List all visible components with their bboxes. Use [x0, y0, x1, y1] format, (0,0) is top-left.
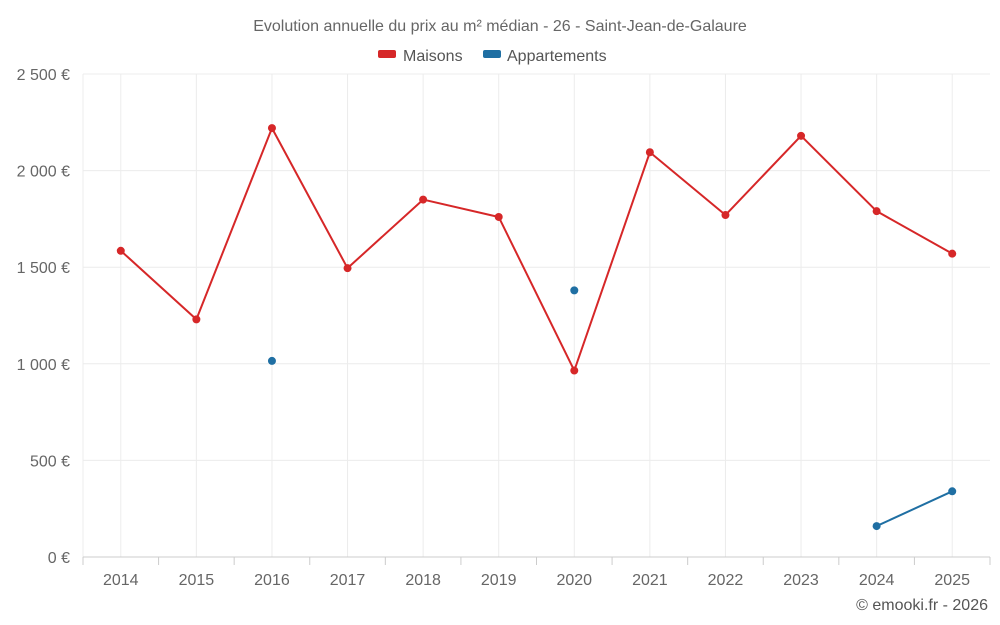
x-tick-label: 2016 [254, 572, 290, 589]
x-axis: 2014 2015 2016 2017 2018 2019 2020 2021 2022 2023… [82, 557, 991, 589]
data-point-maisons[interactable] [797, 131, 806, 140]
grid [82, 73, 990, 558]
chart-title: Evolution annuelle du prix au m² médian … [253, 18, 747, 35]
x-tick-label: 2023 [783, 572, 819, 589]
series-line-segment [875, 210, 954, 255]
legend-label: Maisons [403, 48, 463, 65]
y-tick-label: 0 € [48, 550, 70, 567]
series-line-segment [875, 490, 954, 528]
x-tick-label: 2020 [556, 572, 592, 589]
data-point-appartements[interactable] [267, 356, 276, 365]
series-appartements [267, 286, 957, 531]
x-tick-label: 2015 [179, 572, 215, 589]
x-tick-label: 2025 [934, 572, 970, 589]
x-tick-label: 2022 [708, 572, 744, 589]
y-tick-label: 500 € [30, 453, 70, 470]
x-tick-label: 2014 [103, 572, 139, 589]
y-tick-label: 1 000 € [17, 357, 70, 374]
data-point-maisons[interactable] [116, 246, 125, 255]
data-point-appartements[interactable] [872, 522, 881, 531]
legend-item-maisons[interactable]: Maisons [378, 48, 463, 65]
data-point-maisons[interactable] [267, 124, 276, 133]
x-tick-label: 2018 [405, 572, 441, 589]
series-line-segment [195, 127, 273, 321]
data-point-maisons[interactable] [721, 211, 730, 220]
data-point-maisons[interactable] [343, 264, 352, 273]
y-axis: 0 € 500 € 1 000 € 1 500 € 2 000 € 2 500 € [17, 67, 70, 567]
series-line-segment [422, 198, 500, 218]
x-tick-label: 2019 [481, 572, 517, 589]
legend-swatch [483, 50, 501, 58]
y-tick-label: 2 500 € [17, 67, 70, 84]
legend-swatch [378, 50, 396, 58]
series-line-segment [648, 151, 727, 217]
legend-label: Appartements [507, 48, 607, 65]
data-point-maisons[interactable] [645, 148, 654, 157]
legend: Maisons Appartements [378, 48, 607, 65]
series-line-segment [346, 198, 425, 270]
series-line-segment [119, 249, 198, 321]
series-line-segment [573, 151, 651, 372]
series-maisons [116, 124, 957, 375]
data-point-maisons[interactable] [570, 366, 579, 375]
x-tick-label: 2024 [859, 572, 895, 589]
data-point-maisons[interactable] [494, 212, 503, 221]
series-line-segment [270, 127, 349, 270]
data-point-maisons[interactable] [948, 249, 957, 258]
credit-text: © emooki.fr - 2026 [856, 597, 988, 614]
data-point-appartements[interactable] [948, 487, 957, 496]
y-tick-label: 1 500 € [17, 260, 70, 277]
data-point-maisons[interactable] [192, 315, 201, 324]
data-point-appartements[interactable] [570, 286, 579, 295]
series-line-segment [497, 215, 576, 372]
x-tick-label: 2017 [330, 572, 366, 589]
legend-item-appartements[interactable]: Appartements [483, 48, 607, 65]
x-tick-label: 2021 [632, 572, 668, 589]
y-tick-label: 2 000 € [17, 164, 70, 181]
series-layer [116, 124, 957, 531]
series-line-segment [724, 134, 803, 217]
data-point-maisons[interactable] [872, 207, 881, 216]
series-line-segment [800, 134, 878, 213]
data-point-maisons[interactable] [419, 195, 428, 204]
